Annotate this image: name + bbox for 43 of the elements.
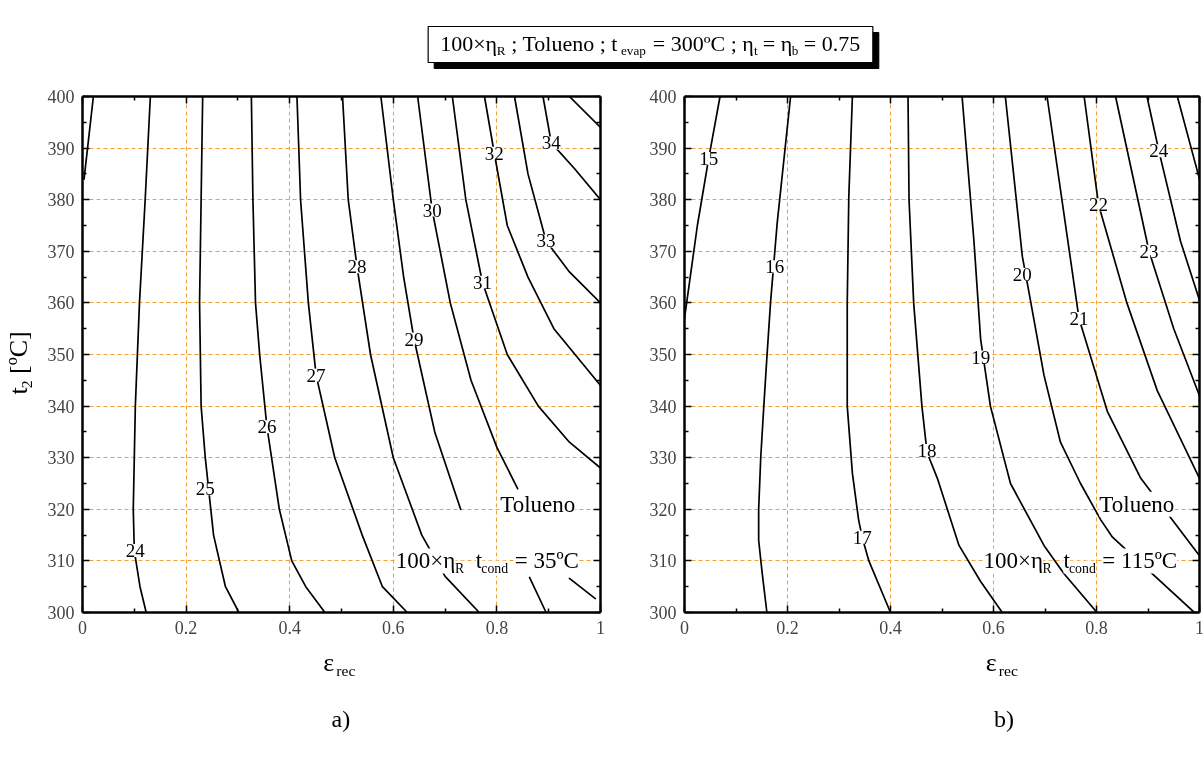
y-tick-label: 390 <box>649 138 677 159</box>
y-tick-label: 390 <box>47 138 75 159</box>
text: a) <box>331 705 351 732</box>
y-tick-label: 360 <box>649 293 677 314</box>
y-tick-label: 370 <box>649 241 677 262</box>
y-tick-label: 380 <box>649 190 677 211</box>
x-tick-label: 0.6 <box>382 617 405 638</box>
annotation: 20 <box>1012 264 1032 286</box>
x-tick-label: 0.2 <box>776 617 799 638</box>
y-tick-label: 300 <box>649 603 677 623</box>
y-tick-label: 300 <box>47 603 75 623</box>
y-tick-label: 400 <box>649 87 677 107</box>
y-tick-label: 330 <box>47 448 75 469</box>
y-tick-label: 400 <box>47 87 75 107</box>
y-tick-label: 380 <box>47 190 75 211</box>
annotation: Tolueno <box>1099 491 1175 517</box>
x-tick-label: 0.8 <box>1085 617 1108 638</box>
annotation: 25 <box>195 478 215 500</box>
y-tick-label: 310 <box>649 551 677 572</box>
x-tick-label: 0 <box>680 617 689 638</box>
annotation: 16 <box>765 256 785 278</box>
annotation: 19 <box>971 346 991 368</box>
y-tick-label: 350 <box>47 345 75 365</box>
x-tick-label: 0 <box>78 617 87 638</box>
x-tick-label: 1 <box>596 617 605 638</box>
text: b) <box>994 705 1015 732</box>
y-tick-label: 320 <box>649 499 677 520</box>
x-tick-label: 0.6 <box>982 617 1005 638</box>
x-tick-label: 0.8 <box>485 617 509 638</box>
y-tick-label: 350 <box>649 345 677 365</box>
x-tick-label: 1 <box>1195 617 1204 638</box>
y-tick-label: 370 <box>47 241 75 262</box>
y-tick-label: 340 <box>47 396 75 417</box>
y-tick-label: 360 <box>47 293 75 314</box>
annotation: Tolueno <box>500 491 576 517</box>
y-axis-title: t2 [ºC] <box>4 331 35 395</box>
y-tick-label: 330 <box>649 448 677 469</box>
x-tick-label: 0.2 <box>174 617 198 638</box>
y-tick-label: 320 <box>47 499 75 520</box>
y-tick-label: 340 <box>649 396 677 417</box>
x-tick-label: 0.4 <box>879 617 902 638</box>
x-tick-label: 0.4 <box>278 617 301 638</box>
y-tick-label: 310 <box>47 551 75 572</box>
